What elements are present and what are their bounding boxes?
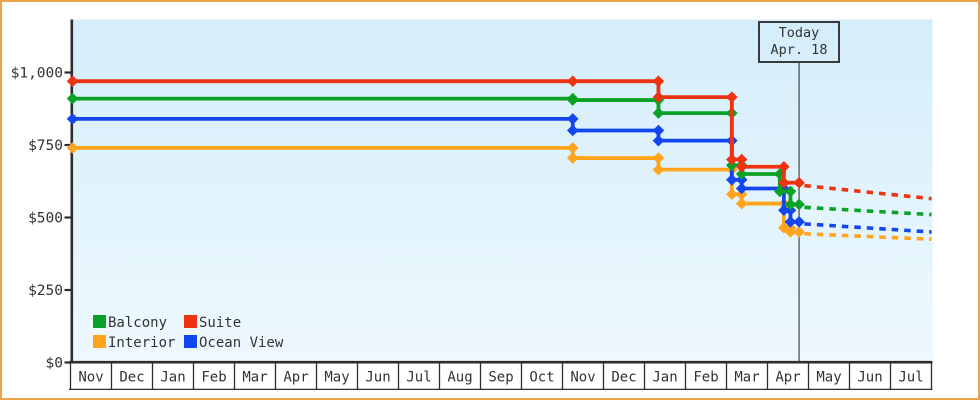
plot-area	[73, 19, 933, 362]
y-tick-label: $250	[28, 283, 63, 299]
balcony-swatch-icon	[93, 315, 106, 328]
month-label: Feb	[201, 370, 226, 386]
legend-label: Balcony	[108, 315, 168, 331]
legend-item-ocean-view: Ocean View	[184, 333, 283, 353]
legend-label: Suite	[199, 315, 242, 331]
month-label: Dec	[119, 370, 144, 386]
month-label: Jul	[898, 370, 923, 386]
ocean-view-swatch-icon	[184, 335, 197, 348]
month-label: Mar	[734, 370, 759, 386]
legend-item-suite: Suite	[184, 313, 283, 333]
y-tick-label: $750	[28, 138, 63, 154]
interior-swatch-icon	[93, 335, 106, 348]
y-tick-label: $0	[46, 356, 63, 372]
month-label: Mar	[242, 370, 267, 386]
month-label: Oct	[529, 370, 554, 386]
legend-label: Ocean View	[199, 335, 284, 351]
legend-item-interior: Interior	[93, 333, 184, 353]
month-label: May	[816, 370, 841, 386]
y-tick-label: $500	[28, 211, 63, 227]
forecast-line-interior	[804, 231, 932, 242]
forecast-line-suite	[804, 183, 932, 201]
month-label: Jul	[406, 370, 431, 386]
month-label: Dec	[611, 370, 636, 386]
forecast-line-balcony	[804, 205, 932, 217]
month-label: Jun	[365, 370, 390, 386]
month-label: Aug	[447, 370, 472, 386]
month-label: Nov	[78, 370, 103, 386]
month-label: Jun	[857, 370, 882, 386]
y-tick-label: $1,000	[11, 66, 63, 82]
month-label: Sep	[488, 370, 513, 386]
today-label: Today	[778, 25, 820, 41]
suite-swatch-icon	[184, 315, 197, 328]
month-label: Jan	[160, 370, 185, 386]
legend-label: Interior	[108, 335, 176, 351]
today-date: Apr. 18	[770, 42, 828, 58]
month-label: Jan	[652, 370, 677, 386]
month-label: Apr	[775, 370, 800, 386]
today-annotation: Today Apr. 18	[758, 21, 840, 63]
legend-item-balcony: Balcony	[93, 313, 184, 333]
month-label: Feb	[693, 370, 718, 386]
month-label: Apr	[283, 370, 308, 386]
legend: Balcony Suite Interior Ocean View	[93, 313, 283, 353]
month-label: May	[324, 370, 349, 386]
month-label: Nov	[570, 370, 595, 386]
forecast-line-ocean-view	[804, 222, 932, 234]
